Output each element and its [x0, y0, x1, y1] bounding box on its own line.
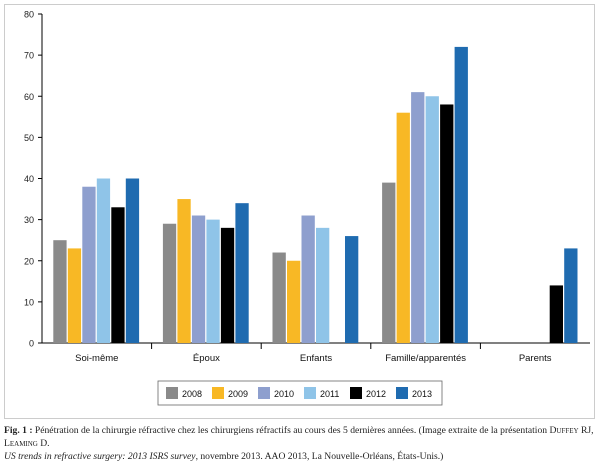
legend-label-2012: 2012	[366, 389, 386, 399]
bar-2010	[301, 215, 315, 343]
caption-title: US trends in refractive surgery: 2013 IS…	[4, 451, 196, 462]
legend-label-2010: 2010	[274, 389, 294, 399]
bar-2010	[191, 215, 206, 343]
y-tick-label: 80	[24, 10, 34, 20]
bar-2012	[111, 207, 125, 343]
x-category-label: Enfants	[300, 353, 332, 364]
bar-2011	[206, 219, 220, 343]
bar-2011	[425, 96, 439, 343]
legend-label-2013: 2013	[412, 389, 432, 399]
bar-2008	[53, 240, 67, 343]
legend-label-2009: 2009	[228, 389, 248, 399]
bar-2012	[440, 104, 454, 343]
y-tick-label: 70	[24, 51, 34, 61]
bar-2009	[396, 112, 410, 343]
bar-2012	[220, 227, 235, 343]
x-category-label: Parents	[519, 353, 552, 364]
caption-label: Fig. 1 :	[4, 425, 33, 436]
bar-2013	[454, 46, 468, 344]
legend-swatch-2010	[258, 387, 270, 399]
caption-text-1: Pénétration de la chirurgie réfractive c…	[32, 425, 550, 436]
bar-2010	[411, 92, 425, 343]
legend-swatch-2011	[304, 387, 316, 399]
legend-swatch-2013	[396, 387, 408, 399]
y-tick-label: 30	[24, 215, 34, 225]
caption-text-2: , novembre 2013. AAO 2013, La Nouvelle-O…	[195, 451, 444, 462]
legend-label-2008: 2008	[182, 389, 202, 399]
bar-2011	[316, 227, 330, 343]
bar-2008	[382, 182, 396, 343]
bar-2009	[67, 248, 82, 343]
bar-2011	[96, 178, 111, 343]
bar-chart: 0 10 20 30 40 50 60 70 80 Soi-même Époux Enfants Fam…	[24, 10, 590, 406]
bar-2008	[272, 252, 286, 343]
bar-2009	[177, 199, 191, 343]
x-category-label: Époux	[193, 353, 220, 364]
bar-2010	[82, 186, 96, 343]
y-tick-label: 0	[29, 339, 34, 349]
y-tick-label: 40	[24, 174, 34, 184]
legend-box	[157, 380, 443, 406]
legend-label-2011: 2011	[320, 389, 339, 399]
bar-2013	[345, 236, 359, 343]
caption-authors: Duffey RJ, Leaming D.	[4, 425, 594, 449]
x-category-label: Soi-même	[75, 353, 118, 364]
bar-2012	[549, 285, 563, 343]
y-tick-label: 10	[24, 297, 34, 307]
bar-2013	[235, 203, 249, 343]
bar-2009	[287, 260, 301, 343]
x-category-label: Famille/apparentés	[385, 353, 466, 364]
bar-2013	[125, 178, 140, 343]
figure-caption: Fig. 1 : Pénétration de la chirurgie réf…	[4, 424, 596, 463]
legend-swatch-2008	[166, 387, 178, 399]
legend-swatch-2009	[212, 387, 224, 399]
bar-2013	[564, 248, 578, 343]
y-tick-label: 60	[24, 92, 34, 102]
y-tick-label: 50	[24, 133, 34, 143]
bar-2008	[162, 223, 177, 343]
legend-swatch-2012	[350, 387, 362, 399]
y-tick-label: 20	[24, 256, 34, 266]
